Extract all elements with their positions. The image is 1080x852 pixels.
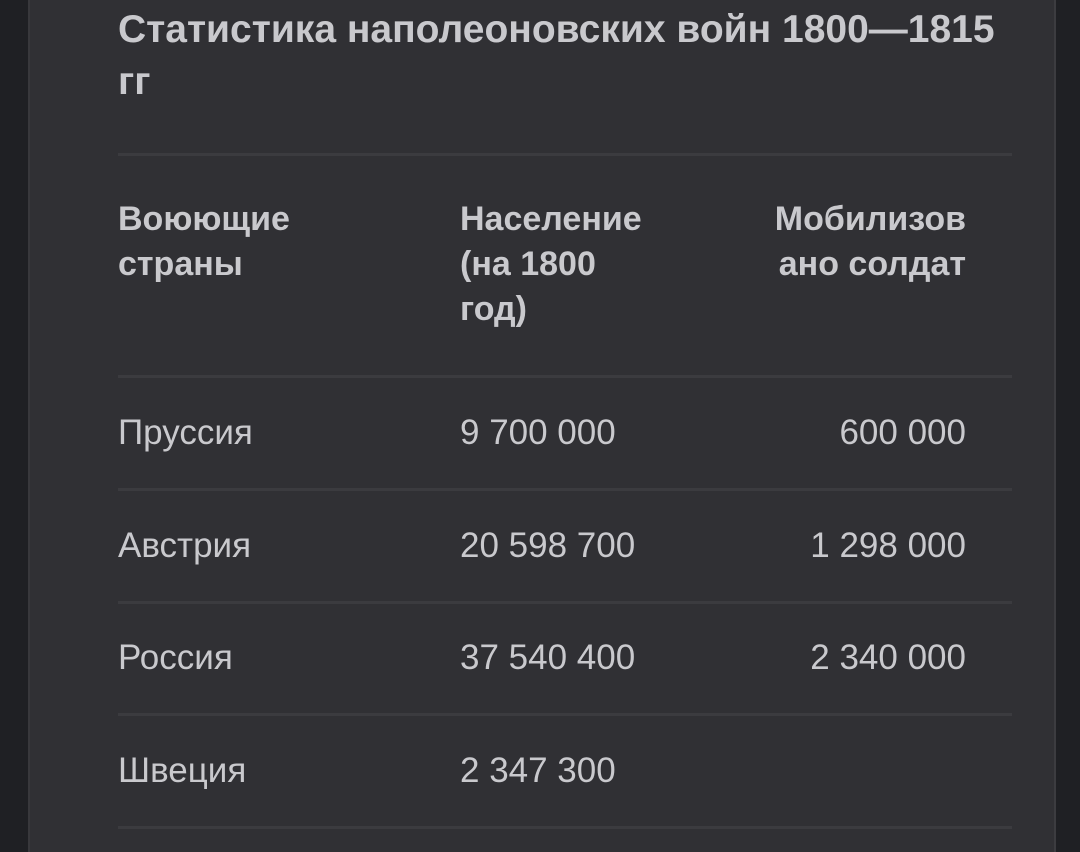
population-cell: 9 700 000 (460, 413, 616, 452)
divider (118, 713, 1012, 716)
population-cell: 20 598 700 (460, 526, 636, 565)
header-countries: Воюющие страны (118, 200, 290, 283)
mobilized-cell: 2 340 000 (810, 638, 966, 677)
mobilized-cell: 600 000 (839, 413, 966, 452)
divider (118, 826, 1012, 829)
country-cell: Пруссия (118, 413, 253, 452)
mobilized-cell: 1 298 000 (810, 526, 966, 565)
divider (118, 153, 1012, 156)
header-mobilized: Мобилизов ано солдат (774, 200, 966, 283)
population-cell: 37 540 400 (460, 638, 636, 677)
divider (118, 601, 1012, 604)
population-cell: 2 347 300 (460, 751, 616, 790)
country-cell: Россия (118, 638, 233, 677)
country-cell: Швеция (118, 751, 247, 790)
divider (118, 375, 1012, 378)
table-title: Статистика наполеоновских войн 1800—1815… (118, 8, 995, 103)
header-population: Население (на 1800 год) (460, 200, 642, 328)
country-cell: Австрия (118, 526, 252, 565)
article-panel: Статистика наполеоновских войн 1800—1815… (28, 0, 1056, 852)
divider (118, 488, 1012, 491)
